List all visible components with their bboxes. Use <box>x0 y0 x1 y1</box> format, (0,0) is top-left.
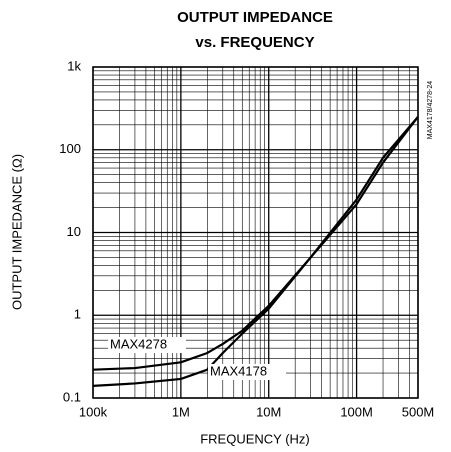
x-tick-label: 100M <box>340 404 373 419</box>
y-tick-label: 1 <box>74 307 81 322</box>
x-axis-label: FREQUENCY (Hz) <box>200 431 310 446</box>
x-tick-label: 10M <box>256 404 281 419</box>
x-tick-label: 1M <box>172 404 190 419</box>
label-background <box>208 364 286 380</box>
x-tick-label: 100k <box>79 404 108 419</box>
plot-frame <box>92 66 419 399</box>
side-note: MAX4178/4278-24 <box>427 81 434 139</box>
label-background <box>108 337 186 353</box>
y-axis-label: OUTPUT IMPEDANCE (Ω) <box>9 154 24 310</box>
series-label: MAX4178 <box>210 363 267 378</box>
series-label: MAX4278 <box>110 336 167 351</box>
chart-title: OUTPUT IMPEDANCE <box>177 9 333 26</box>
y-tick-label: 0.1 <box>63 389 81 404</box>
y-tick-label: 100 <box>59 141 81 156</box>
series-line <box>92 116 419 371</box>
x-tick-label: 500M <box>402 404 435 419</box>
chart-subtitle: vs. FREQUENCY <box>195 34 314 51</box>
y-tick-label: 10 <box>67 224 81 239</box>
series-line <box>92 116 419 388</box>
y-tick-label: 1k <box>67 58 81 73</box>
